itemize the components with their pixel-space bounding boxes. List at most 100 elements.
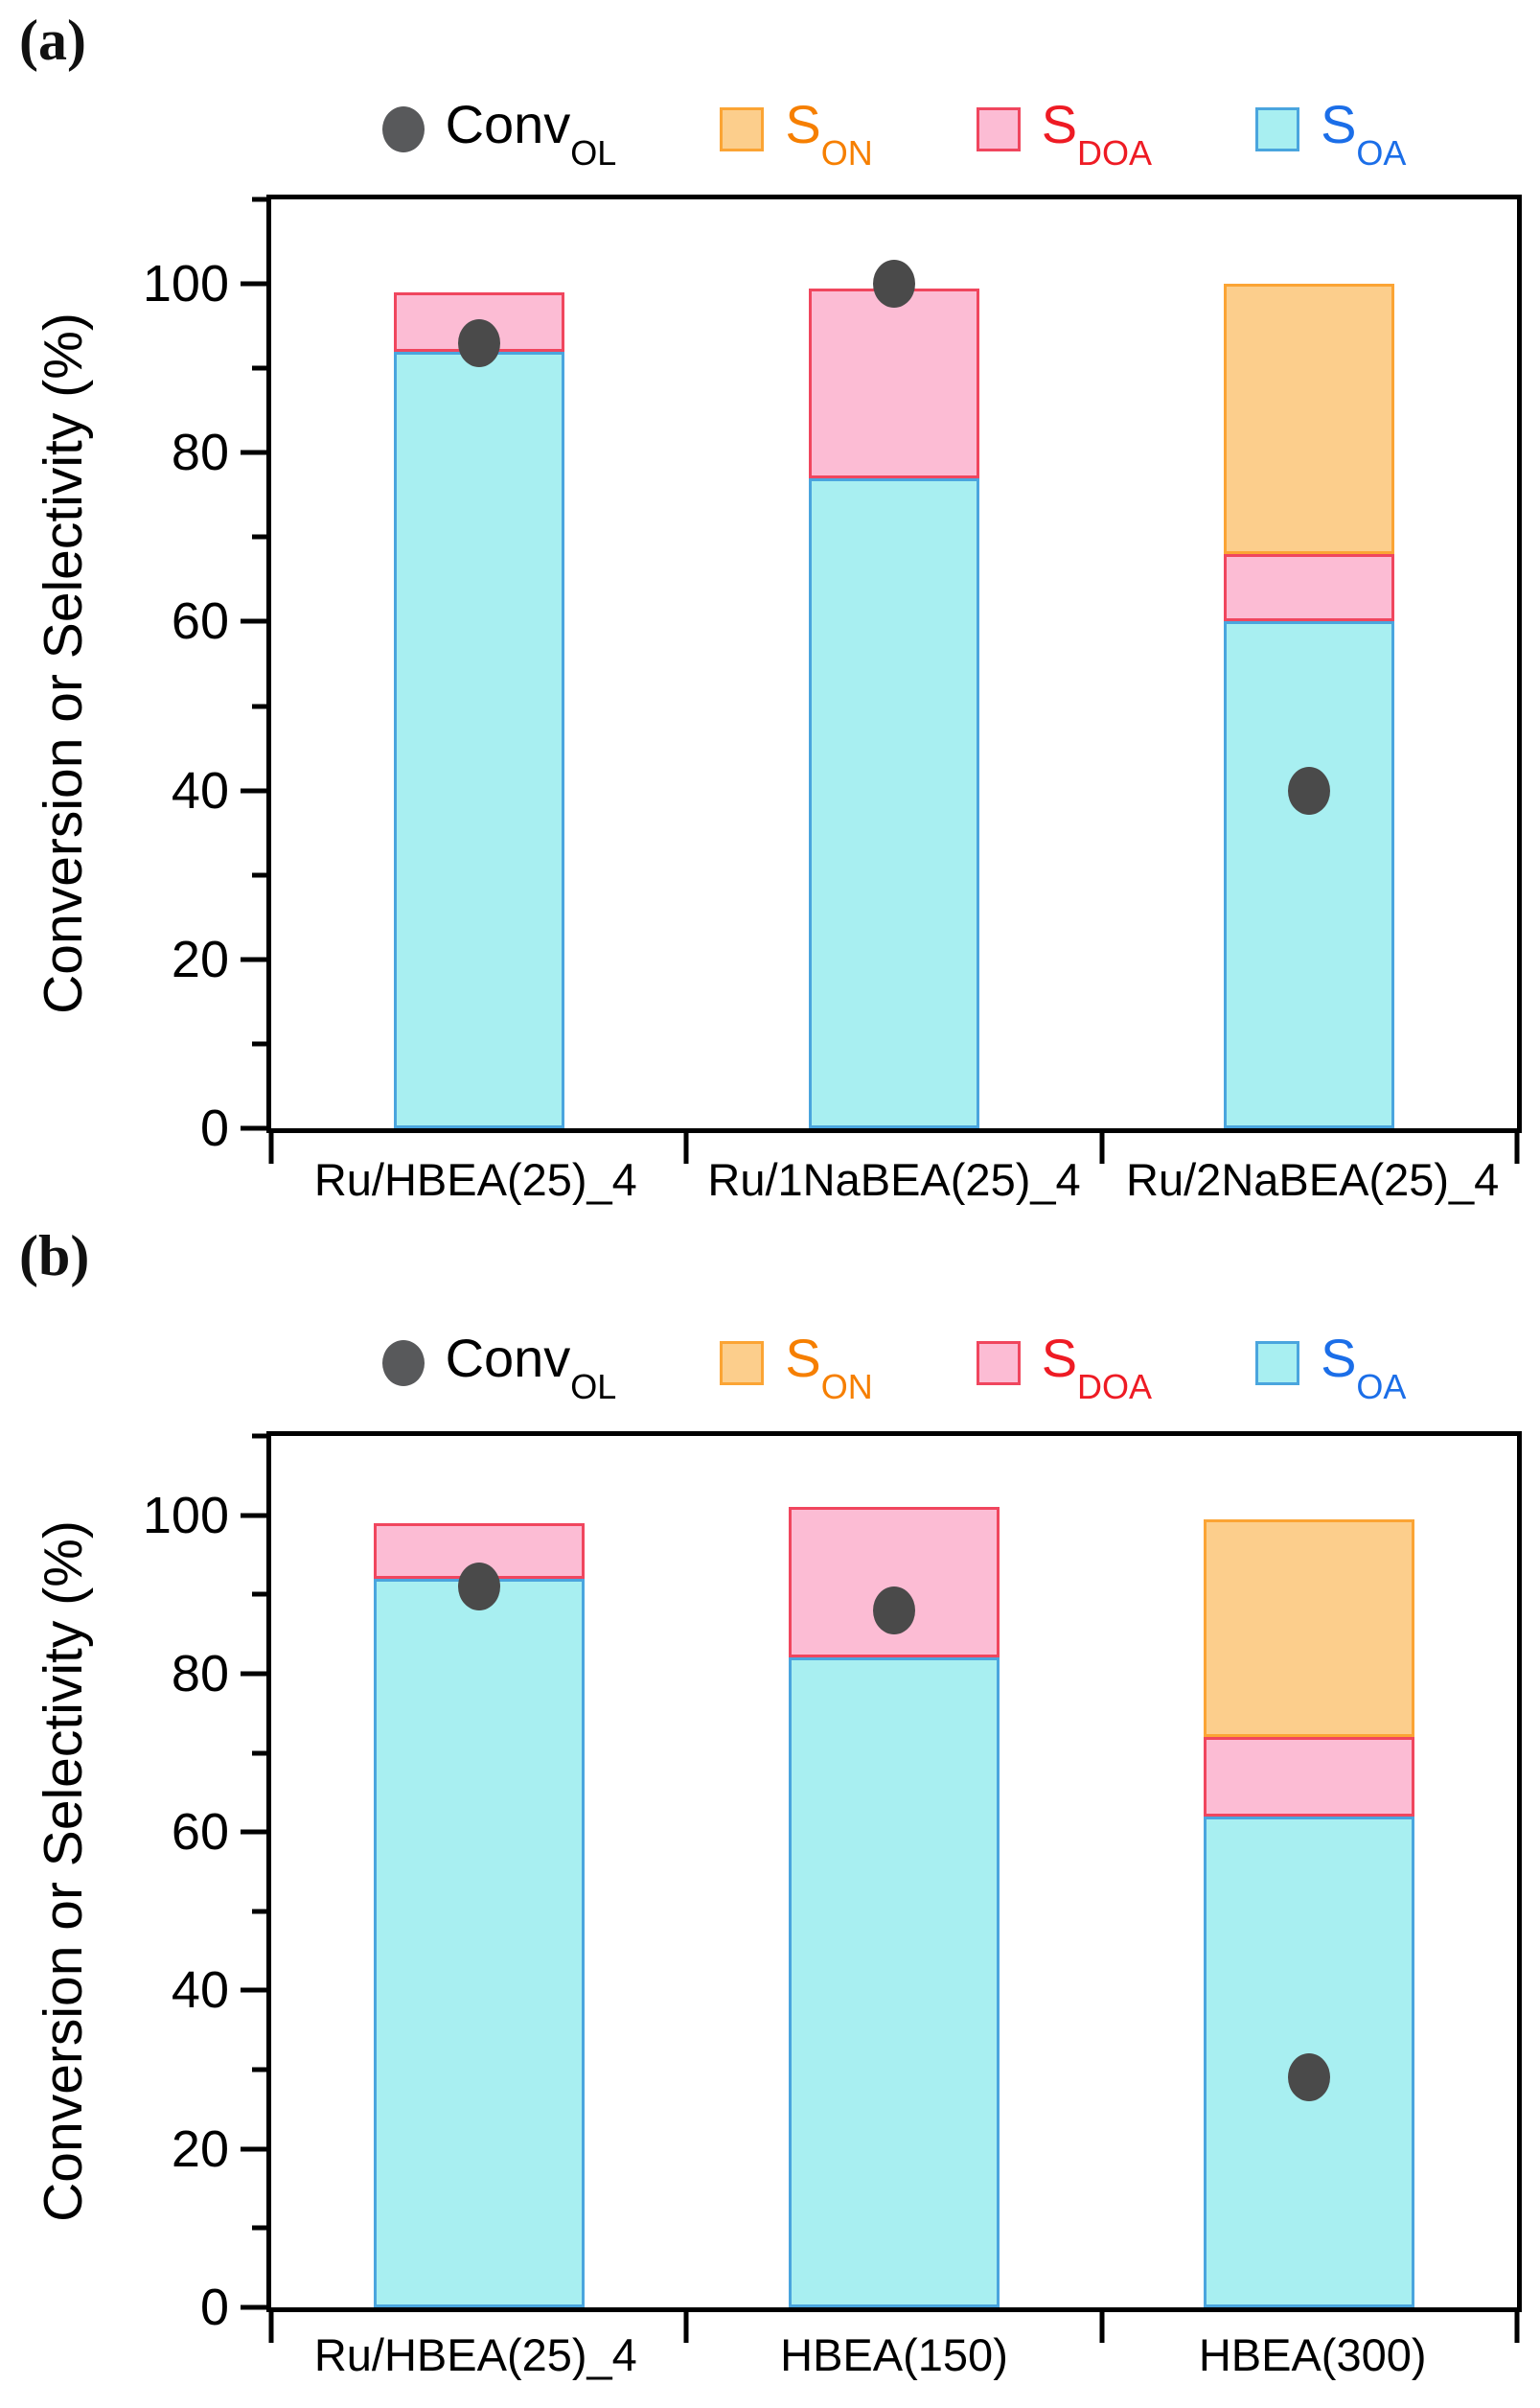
s-on-swatch-icon (720, 1341, 765, 1385)
category-label: Ru/1NaBEA(25)_4 (707, 1154, 1081, 1205)
bar-segment-s_doa (809, 288, 979, 478)
legend-item-s-doa: SDOA (976, 94, 1153, 173)
y-major-tick (241, 618, 266, 624)
y-minor-tick (252, 2225, 266, 2231)
conv-point (457, 318, 500, 367)
legend-item-s-on: SON (720, 94, 873, 173)
conv-point (457, 1563, 500, 1611)
bar-segment-s_doa (789, 1507, 1000, 1658)
category-label: HBEA(150) (780, 2329, 1008, 2380)
conv-circle-icon (381, 106, 425, 152)
category-label: Ru/HBEA(25)_4 (313, 1154, 637, 1205)
legend-label-s-oa: SOA (1321, 94, 1407, 173)
y-major-tick (241, 2304, 266, 2310)
y-major-tick (241, 1829, 266, 1835)
x-axis-labels-a: Ru/HBEA(25)_4 Ru/1NaBEA(25)_4 Ru/2NaBEA(25… (266, 1154, 1522, 1206)
x-axis-labels-b: Ru/HBEA(25)_4 HBEA(150) HBEA(300) (266, 2329, 1522, 2381)
y-minor-tick (252, 1750, 266, 1756)
legend-label-conv: ConvOL (445, 94, 617, 173)
x-boundary-tick (1514, 2312, 1520, 2343)
s-doa-swatch-icon (976, 107, 1021, 151)
y-minor-tick (252, 1041, 266, 1047)
legend-item-s-oa: SOA (1255, 1328, 1407, 1406)
category-label: HBEA(300) (1198, 2329, 1427, 2380)
category-label: Ru/HBEA(25)_4 (313, 2329, 637, 2380)
s-oa-swatch-icon (1255, 107, 1300, 151)
x-boundary-tick (683, 1133, 689, 1164)
y-tick-label: 80 (171, 1644, 229, 1702)
bar-segment-s_on (1224, 284, 1395, 554)
legend-label-s-oa: SOA (1321, 1328, 1407, 1406)
y-tick-label: 80 (171, 424, 229, 482)
y-tick-label: 20 (171, 2119, 229, 2178)
x-boundary-tick (683, 2312, 689, 2343)
y-major-tick (241, 281, 266, 287)
y-tick-label: 100 (142, 255, 229, 313)
y-minor-tick (252, 704, 266, 709)
y-major-tick (241, 1125, 266, 1131)
s-oa-swatch-icon (1255, 1341, 1300, 1385)
legend-label-conv: ConvOL (445, 1328, 617, 1406)
y-tick-label: 40 (171, 1961, 229, 2020)
bar-segment-s_oa (809, 477, 979, 1128)
y-tick-label: 0 (199, 1100, 229, 1157)
x-boundary-tick (1099, 2312, 1105, 2343)
y-major-tick (241, 1987, 266, 1993)
legend-label-s-on: SON (785, 1328, 873, 1406)
y-minor-tick (252, 1909, 266, 1914)
legend-item-s-on: SON (720, 1328, 873, 1406)
panel-a-label: (a) (19, 9, 86, 72)
y-tick-label: 100 (142, 1486, 229, 1544)
y-tick-label: 40 (171, 761, 229, 820)
bar-segment-s_doa (1204, 1737, 1415, 1817)
legend-b: ConvOL SON SDOA SOA (266, 1323, 1522, 1403)
s-doa-swatch-icon (976, 1341, 1021, 1385)
y-minor-tick (252, 1433, 266, 1439)
y-minor-tick (252, 1591, 266, 1597)
y-axis-title-a: Conversion or Selectivity (%) (33, 313, 94, 1014)
y-axis-title-b: Conversion or Selectivity (%) (33, 1520, 94, 2222)
legend-item-s-oa: SOA (1255, 94, 1407, 173)
s-on-swatch-icon (720, 107, 765, 151)
conv-point (1288, 766, 1331, 815)
y-major-tick (241, 957, 266, 962)
y-major-tick (241, 1671, 266, 1677)
bar-segment-s_oa (393, 351, 564, 1128)
bar-segment-s_oa (373, 1578, 585, 2307)
legend-label-s-doa: SDOA (1041, 1328, 1153, 1406)
legend-item-conv: ConvOL (381, 94, 617, 173)
legend-item-s-doa: SDOA (976, 1328, 1153, 1406)
y-minor-tick (252, 534, 266, 540)
y-major-tick (241, 788, 266, 794)
y-minor-tick (252, 2067, 266, 2072)
bar-segment-s_oa (1224, 621, 1395, 1128)
legend-item-conv: ConvOL (381, 1328, 617, 1406)
y-tick-label: 60 (171, 592, 229, 651)
conv-point (873, 1586, 915, 1634)
bar-segment-s_doa (1224, 554, 1395, 622)
y-major-tick (241, 450, 266, 455)
x-boundary-tick (1514, 1133, 1520, 1164)
y-minor-tick (252, 365, 266, 371)
y-minor-tick (252, 872, 266, 878)
conv-circle-icon (381, 1340, 425, 1386)
x-boundary-tick (268, 1133, 274, 1164)
plot-area-b: 0 20 40 60 80 100 (143, 1431, 1522, 2343)
y-major-tick (241, 1513, 266, 1518)
legend-label-s-doa: SDOA (1041, 94, 1153, 173)
conv-point (1288, 2053, 1331, 2102)
bar-segment-s_oa (789, 1657, 1000, 2307)
panel-b-label: (b) (19, 1224, 90, 1287)
x-boundary-tick (1099, 1133, 1105, 1164)
y-tick-label: 60 (171, 1803, 229, 1862)
category-label: Ru/2NaBEA(25)_4 (1126, 1154, 1500, 1205)
conv-point (873, 260, 915, 309)
y-tick-label: 20 (171, 930, 229, 988)
y-minor-tick (252, 197, 266, 202)
x-boundary-tick (268, 2312, 274, 2343)
legend-a: ConvOL SON SDOA SOA (266, 89, 1522, 170)
plot-area-a: 0 20 40 60 80 100 (143, 195, 1522, 1164)
legend-label-s-on: SON (785, 94, 873, 173)
y-major-tick (241, 2146, 266, 2152)
